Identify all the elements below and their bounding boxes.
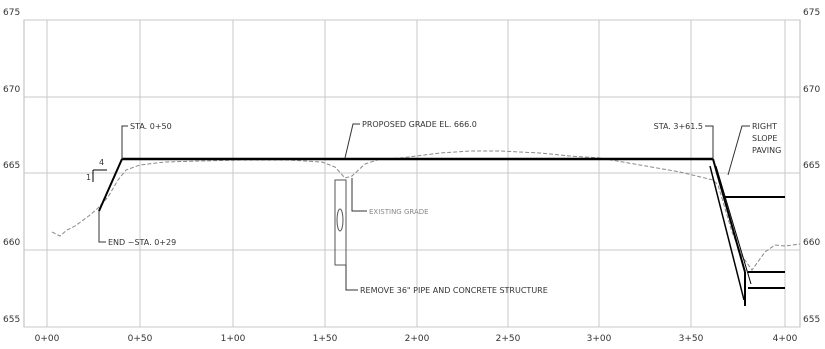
pipe-structure — [334, 179, 347, 266]
station-gridlines — [46, 20, 786, 327]
station-label-0-00: 0+00 — [35, 334, 60, 344]
sta-left-label: STA. 0+50 — [130, 122, 172, 131]
right-slope-leader — [727, 125, 750, 176]
existing-grade-leader — [351, 178, 367, 212]
station-label-3-50: 3+50 — [679, 334, 704, 344]
sta-right-leader — [705, 125, 714, 159]
right-slope-line-inner — [709, 165, 745, 301]
elevation-label-right-670: 670 — [803, 85, 820, 95]
station-label-2-00: 2+00 — [405, 334, 430, 344]
station-axis: 0+00 0+50 1+00 1+50 2+00 2+50 3+00 3+50 … — [35, 334, 798, 344]
elevation-label-left-660: 660 — [3, 238, 20, 248]
concrete-structure-outline — [334, 179, 347, 266]
sta-left-leader — [121, 125, 128, 159]
left-slope-line — [98, 158, 123, 212]
elevation-label-right-660: 660 — [803, 238, 820, 248]
right-slope-label-line1: RIGHT — [752, 122, 777, 131]
right-slope-line — [712, 158, 746, 273]
end-sta-label: END ~STA. 0+29 — [108, 238, 176, 247]
elevation-label-left-655: 655 — [3, 315, 20, 325]
station-label-0-50: 0+50 — [128, 334, 153, 344]
slope-ratio-symbol: 4 1 — [86, 158, 107, 182]
right-slope-label-line2: SLOPE — [752, 134, 777, 143]
remove-pipe-label: REMOVE 36" PIPE AND CONCRETE STRUCTURE — [360, 286, 548, 295]
proposed-grade — [98, 157, 785, 306]
proposed-grade-label: PROPOSED GRADE EL. 666.0 — [362, 120, 477, 129]
elevation-gridlines — [24, 19, 800, 328]
annotations: STA. 0+50 PROPOSED GRADE EL. 666.0 STA. … — [108, 120, 781, 295]
station-label-2-50: 2+50 — [496, 334, 521, 344]
pipe-outline — [336, 208, 344, 232]
slope-ratio-vertical-label: 1 — [86, 173, 91, 182]
existing-grade-label: EXISTING GRADE — [369, 208, 429, 216]
leader-lines — [98, 123, 750, 291]
slope-ratio-horizontal-label: 4 — [99, 158, 104, 167]
station-label-3-00: 3+00 — [587, 334, 612, 344]
station-label-1-50: 1+50 — [313, 334, 338, 344]
right-elevation-axis: 675 670 665 660 655 — [803, 8, 820, 325]
right-slope-paving-edge — [715, 165, 752, 285]
station-label-1-00: 1+00 — [221, 334, 246, 344]
elevation-label-left-665: 665 — [3, 161, 20, 171]
proposed-grade-leader — [344, 123, 360, 159]
elevation-label-right-665: 665 — [803, 161, 820, 171]
elevation-label-left-670: 670 — [3, 85, 20, 95]
elevation-label-left-675: 675 — [3, 8, 20, 18]
remove-pipe-leader — [345, 265, 358, 291]
end-sta-leader — [98, 211, 106, 243]
right-slope-label-line3: PAVING — [752, 146, 781, 155]
sta-right-label: STA. 3+61.5 — [654, 122, 703, 131]
left-elevation-axis: 675 670 665 660 655 — [3, 8, 20, 325]
station-label-4-00: 4+00 — [773, 334, 798, 344]
elevation-label-right-655: 655 — [803, 315, 820, 325]
elevation-label-right-675: 675 — [803, 8, 820, 18]
